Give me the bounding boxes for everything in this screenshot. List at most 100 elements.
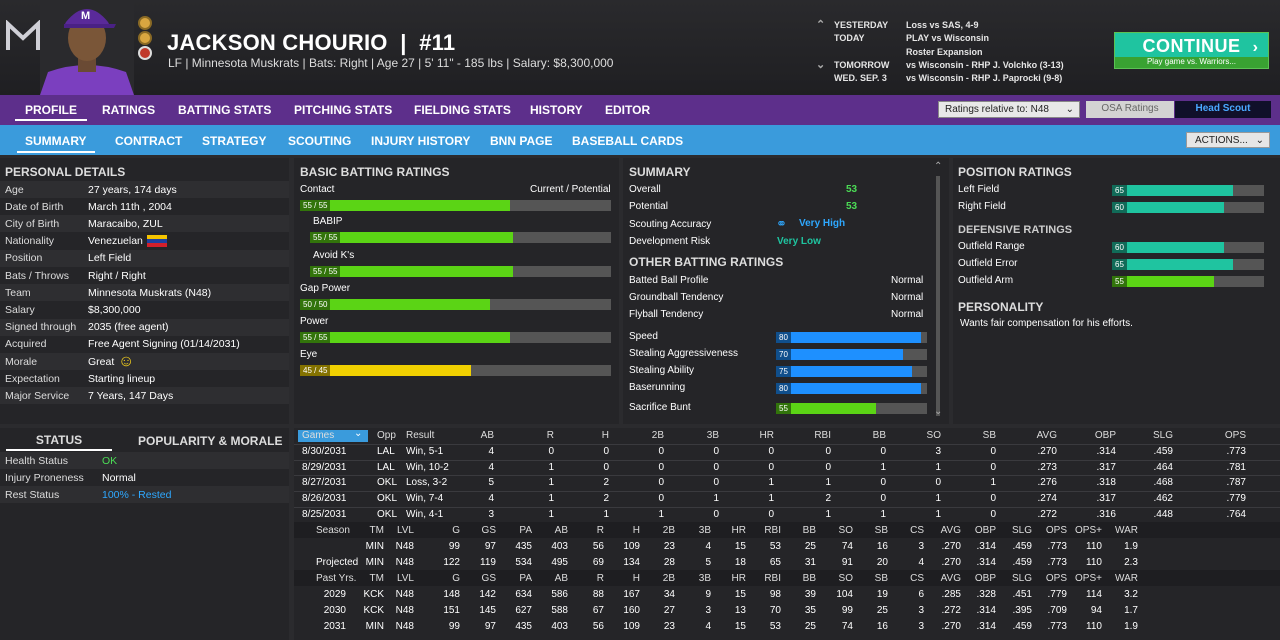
past-row: KCK <box>363 589 384 600</box>
speed-bar: 75 <box>776 366 927 377</box>
position-label: Left Field <box>958 184 1000 195</box>
past-row: 13 <box>734 605 746 616</box>
ratings-relative-select[interactable]: Ratings relative to: N48 ⌄ <box>938 101 1080 118</box>
game-row: 3 <box>935 446 941 457</box>
table-header: Opp <box>377 430 396 441</box>
tab-profile[interactable]: PROFILE <box>15 103 88 121</box>
tab-fielding-stats[interactable]: FIELDING STATS <box>414 103 511 117</box>
game-row: 1 <box>825 477 831 489</box>
personality-text: Wants fair compensation for his efforts. <box>960 318 1133 329</box>
subtab-scouting[interactable]: SCOUTING <box>288 134 352 148</box>
schedule-day <box>834 47 906 60</box>
chevron-up-icon[interactable]: ⌃ <box>816 19 826 31</box>
subtab-injury-history[interactable]: INJURY HISTORY <box>371 134 471 148</box>
position-fill <box>1112 202 1224 213</box>
rating-fill <box>300 200 510 211</box>
rating-label: BABIP <box>313 216 343 227</box>
schedule-row: WED. SEP. 3 vs Wisconsin - RHP J. Paprock… <box>816 73 1096 86</box>
tab-pitching-stats[interactable]: PITCHING STATS <box>294 103 393 117</box>
speed-label: Sacrifice Bunt <box>629 402 691 413</box>
chevron-down-icon[interactable]: ⌄ <box>354 428 363 439</box>
tab-history[interactable]: HISTORY <box>530 103 583 117</box>
detail-row: Expectation Starting lineup <box>0 370 289 387</box>
scrollbar[interactable] <box>936 176 940 416</box>
game-row: .318 <box>1096 477 1116 489</box>
schedule-info: Loss vs SAS, 4-9 <box>906 20 979 30</box>
position-label: Outfield Error <box>958 258 1018 269</box>
game-row: 1 <box>658 508 664 520</box>
tab-editor[interactable]: EDITOR <box>605 103 651 117</box>
chevron-up-icon[interactable]: ⌃ <box>934 161 943 172</box>
subtab-strategy[interactable]: STRATEGY <box>202 134 267 148</box>
game-row: 1 <box>935 461 941 473</box>
game-row: 0 <box>825 446 831 457</box>
osa-ratings-button[interactable]: OSA Ratings <box>1086 101 1174 118</box>
tab-ratings[interactable]: RATINGS <box>102 103 156 117</box>
season-row: 4 <box>705 541 711 552</box>
rating-fill <box>300 332 510 343</box>
past-header: TM <box>369 573 384 584</box>
chevron-down-icon[interactable]: ⌄ <box>816 58 826 71</box>
continue-button[interactable]: CONTINUE Play game vs. Warriors... › <box>1114 32 1269 69</box>
status-label: Injury Proneness <box>5 471 84 484</box>
subtab-bnn-page[interactable]: BNN PAGE <box>490 134 553 148</box>
season-row: .773 <box>1047 541 1067 552</box>
season-row: N48 <box>395 557 414 568</box>
tab-batting-stats[interactable]: BATTING STATS <box>178 103 272 117</box>
season-row: .314 <box>976 557 996 568</box>
past-row: 435 <box>515 621 532 632</box>
subtab-summary[interactable]: SUMMARY <box>17 134 95 153</box>
game-row: Win, 5-1 <box>406 446 444 457</box>
game-row: 0 <box>990 446 996 457</box>
rating-value: 55 / 55 <box>310 232 341 243</box>
past-header: LVL <box>396 573 414 584</box>
season-row: 56 <box>592 541 604 552</box>
position-value: 65 <box>1112 185 1127 196</box>
subtab-baseball-cards[interactable]: BASEBALL CARDS <box>572 134 684 148</box>
past-row: 94 <box>1090 605 1102 616</box>
schedule-row: ⌄ TOMORROW vs Wisconsin - RHP J. Volchko (… <box>816 58 1096 73</box>
summary-value: Very High <box>799 218 846 229</box>
summary-value: 53 <box>846 201 858 212</box>
season-row: 495 <box>551 557 568 568</box>
game-row: .317 <box>1096 461 1116 473</box>
other-value: Normal <box>891 309 924 320</box>
past-row: .328 <box>976 589 996 600</box>
season-row: 1.9 <box>1124 541 1138 552</box>
past-row: 15 <box>734 589 746 600</box>
game-row: 8/25/2031 <box>302 508 347 520</box>
rating-bar: 55 / 55 <box>310 266 611 277</box>
past-header: SLG <box>1011 573 1032 584</box>
season-header: AVG <box>940 525 961 536</box>
table-header: SLG <box>1152 430 1173 441</box>
past-row: 70 <box>769 605 781 616</box>
game-row: 1 <box>935 493 941 505</box>
schedule-row: TODAY PLAY vs Wisconsin <box>816 33 1096 46</box>
game-row: 5 <box>488 477 494 489</box>
detail-row: Major Service 7 Years, 147 Days <box>0 387 289 405</box>
head-scout-button[interactable]: Head Scout <box>1175 101 1271 118</box>
table-header: Result <box>406 430 435 441</box>
summary-value: Very Low <box>777 236 821 247</box>
position-bar: 55 <box>1112 276 1264 287</box>
past-header: 2B <box>662 573 675 584</box>
detail-label: Date of Birth <box>5 200 64 213</box>
app-logo-icon[interactable] <box>6 20 40 52</box>
season-row: MIN <box>365 541 384 552</box>
popularity-morale-tab[interactable]: POPULARITY & MORALE <box>138 434 283 448</box>
season-row: 403 <box>551 541 568 552</box>
game-row: 1 <box>990 477 996 489</box>
rating-label: Avoid K's <box>313 250 355 261</box>
game-row: .272 <box>1037 508 1057 520</box>
past-row: 88 <box>592 589 604 600</box>
position-value: 60 <box>1112 202 1127 213</box>
chevron-down-icon[interactable]: ⌄ <box>934 406 943 417</box>
game-row: 0 <box>768 508 774 520</box>
actions-dropdown[interactable]: ACTIONS... ⌄ <box>1186 132 1270 148</box>
status-tab[interactable]: STATUS <box>6 433 112 451</box>
subtab-contract[interactable]: CONTRACT <box>115 134 183 148</box>
game-row: 4 <box>488 493 494 505</box>
speed-label: Speed <box>629 331 658 342</box>
games-dropdown[interactable] <box>298 430 368 442</box>
game-row: .459 <box>1153 446 1173 457</box>
